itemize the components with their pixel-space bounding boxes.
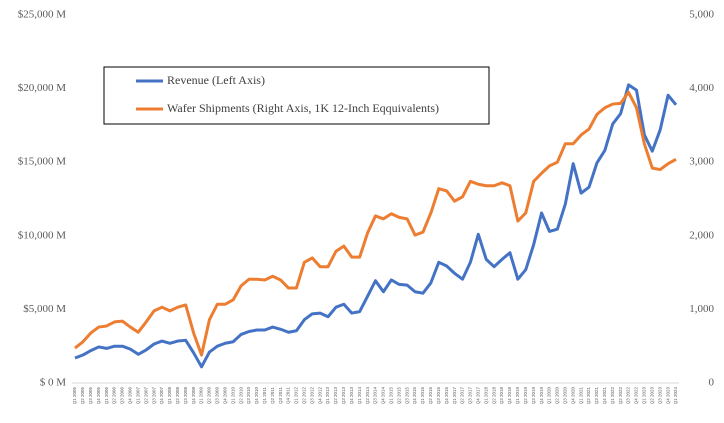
x-tick-label: Q3 2012	[309, 387, 314, 405]
x-tick-label: Q2 2011	[270, 387, 275, 404]
x-tick-label: Q4 2019	[539, 387, 544, 405]
x-tick-label: Q1 2007	[135, 387, 140, 405]
x-tick-label: Q1 2011	[262, 387, 267, 404]
x-tick-label: Q2 2021	[586, 387, 591, 405]
x-tick-label: Q1 2015	[389, 387, 394, 405]
y-tick-label: $15,000 M	[18, 156, 67, 168]
x-tick-label: Q4 2011	[286, 387, 291, 404]
x-tick-label: Q1 2008	[167, 387, 172, 405]
x-tick-label: Q4 2017	[475, 387, 480, 405]
x-tick-label: Q3 2017	[468, 387, 473, 405]
y2-tick-label: 5,000	[689, 9, 714, 21]
x-tick-label: Q1 2014	[357, 387, 362, 405]
x-tick-label: Q1 2022	[610, 387, 615, 405]
y-tick-label: $20,000 M	[18, 82, 67, 94]
x-tick-label: Q4 2023	[665, 387, 670, 405]
legend	[103, 66, 490, 125]
x-tick-label: Q3 2016	[436, 387, 441, 405]
x-tick-label: Q4 2022	[634, 387, 639, 405]
y2-tick-label: 0	[709, 377, 715, 389]
x-tick-label: Q3 2011	[278, 387, 283, 404]
x-tick-label: Q1 2019	[515, 387, 520, 405]
series-line	[74, 83, 678, 369]
x-tick-label: Q1 2021	[578, 387, 583, 405]
x-tick-label: Q4 2010	[254, 387, 259, 405]
x-tick-label: Q4 2014	[381, 387, 386, 405]
x-tick-label: Q2 2023	[649, 387, 654, 405]
x-tick-label: Q3 2014	[373, 387, 378, 405]
x-tick-label: Q1 2023	[642, 387, 647, 405]
x-tick-label: Q3 2018	[499, 387, 504, 405]
x-tick-label: Q2 2016	[428, 387, 433, 405]
x-tick-label: Q2 2010	[238, 387, 243, 405]
x-tick-label: Q2 2006	[112, 387, 117, 405]
x-tick-label: Q3 2005	[88, 387, 93, 405]
x-tick-label: Q2 2013	[333, 387, 338, 405]
x-tick-label: Q4 2005	[96, 387, 101, 405]
x-tick-label: Q4 2008	[191, 387, 196, 405]
x-tick-label: Q2 2020	[555, 387, 560, 405]
x-tick-label: Q4 2020	[570, 387, 575, 405]
x-tick-label: Q4 2016	[444, 387, 449, 405]
x-tick-label: Q2 2014	[365, 387, 370, 405]
x-tick-label: Q1 2012	[294, 387, 299, 405]
x-tick-label: Q3 2006	[120, 387, 125, 405]
x-tick-label: Q1 2024	[673, 387, 678, 405]
x-tick-label: Q3 2020	[562, 387, 567, 405]
x-tick-label: Q1 2006	[104, 387, 109, 405]
x-tick-label: Q4 2009	[222, 387, 227, 405]
x-tick-label: Q1 2020	[547, 387, 552, 405]
y2-tick-label: 4,000	[689, 82, 714, 94]
x-tick-label: Q4 2021	[602, 387, 607, 405]
x-tick-label: Q3 2010	[246, 387, 251, 405]
series-line	[74, 90, 677, 357]
x-tick-label: Q4 2012	[317, 387, 322, 405]
legend-label: Revenue (Left Axis)	[167, 73, 265, 87]
x-tick-label: Q1 2018	[483, 387, 488, 405]
x-tick-label: Q3 2023	[657, 387, 662, 405]
x-tick-label: Q2 2007	[143, 387, 148, 405]
x-tick-label: Q3 2007	[151, 387, 156, 405]
y2-tick-label: 2,000	[689, 229, 714, 241]
y2-tick-label: 3,000	[689, 156, 714, 168]
x-tick-label: Q4 2007	[159, 387, 164, 405]
x-tick-label: Q1 2016	[420, 387, 425, 405]
x-tick-label: Q2 2012	[302, 387, 307, 405]
x-tick-label: Q3 2019	[531, 387, 536, 405]
x-tick-label: Q3 2015	[404, 387, 409, 405]
x-tick-label: Q3 2022	[626, 387, 631, 405]
y-tick-label: $10,000 M	[18, 229, 67, 241]
x-tick-label: Q3 2013	[341, 387, 346, 405]
x-tick-label: Q3 2021	[594, 387, 599, 405]
x-tick-label: Q2 2015	[396, 387, 401, 405]
x-tick-label: Q2 2017	[460, 387, 465, 405]
x-tick-label: Q4 2015	[412, 387, 417, 405]
x-tick-label: Q1 2013	[325, 387, 330, 405]
x-tick-label: Q1 2005	[72, 387, 77, 405]
legend-label: Wafer Shipments (Right Axis, 1K 12-Inch …	[167, 101, 439, 115]
x-tick-label: Q2 2022	[618, 387, 623, 405]
y-tick-label: $25,000 M	[18, 9, 67, 21]
x-tick-label: Q1 2009	[199, 387, 204, 405]
x-tick-label: Q2 2008	[175, 387, 180, 405]
x-tick-label: Q4 2018	[507, 387, 512, 405]
y2-tick-label: 1,000	[689, 303, 714, 315]
x-tick-label: Q1 2017	[452, 387, 457, 405]
x-tick-label: Q2 2018	[491, 387, 496, 405]
x-tick-label: Q3 2008	[183, 387, 188, 405]
x-tick-label: Q3 2009	[215, 387, 220, 405]
x-tick-label: Q1 2010	[230, 387, 235, 405]
x-tick-label: Q4 2006	[128, 387, 133, 405]
x-tick-label: Q4 2013	[349, 387, 354, 405]
x-tick-label: Q2 2009	[207, 387, 212, 405]
x-tick-label: Q2 2005	[80, 387, 85, 405]
x-tick-label: Q2 2019	[523, 387, 528, 405]
y-tick-label: $5,000 M	[23, 303, 66, 315]
y-tick-label: $ 0 M	[40, 377, 67, 389]
